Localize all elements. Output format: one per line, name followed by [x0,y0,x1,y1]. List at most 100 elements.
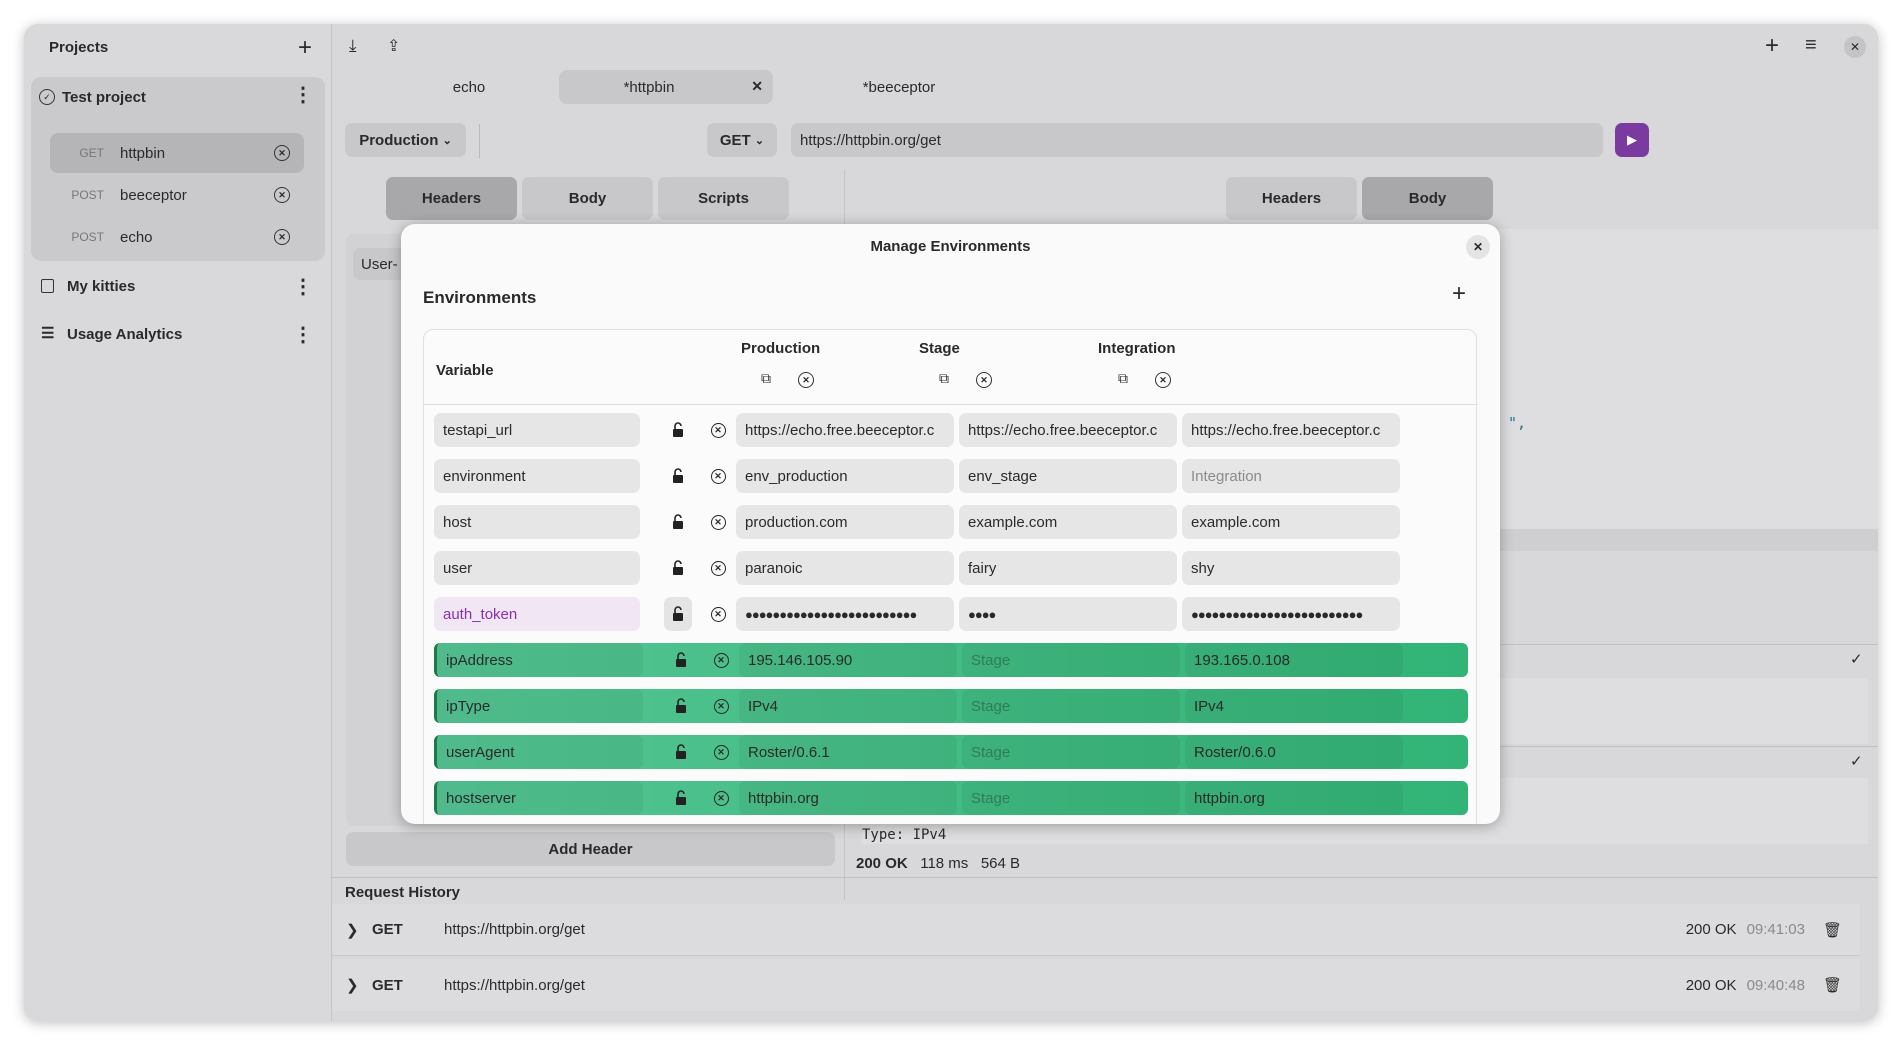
sidebar-request[interactable]: POST beeceptor ✕ [50,175,304,215]
variable-value-input[interactable]: Stage [962,735,1180,769]
remove-request-icon[interactable]: ✕ [274,187,290,203]
tab-scripts[interactable]: Scripts [658,177,789,220]
trash-icon[interactable]: 🗑 [1822,921,1842,939]
lock-icon[interactable] [667,689,695,723]
delete-environment-icon[interactable]: ✕ [798,372,814,388]
variable-value-input[interactable]: 195.146.105.90 [739,643,957,677]
method-select[interactable]: GET ⌄ [707,123,777,157]
duplicate-environment-icon[interactable]: ⧉ [1118,370,1128,386]
trash-icon[interactable]: 🗑 [1822,977,1842,994]
project-name[interactable]: Usage Analytics [67,326,183,343]
delete-variable-icon[interactable]: ✕ [704,597,732,631]
add-environment-icon[interactable]: + [1452,280,1467,307]
variable-value-input[interactable]: https://echo.free.beeceptor.c [959,413,1177,447]
remove-request-icon[interactable]: ✕ [274,145,290,161]
variable-value-input[interactable]: ●●●●●●●●●●●●●●●●●●●●●●●●● [1182,597,1400,631]
variable-value-input[interactable]: https://echo.free.beeceptor.c [1182,413,1400,447]
variable-name-input[interactable]: auth_token [434,597,640,631]
lock-icon[interactable] [667,781,695,815]
close-dialog-icon[interactable]: ✕ [1466,235,1490,259]
add-project-icon[interactable]: + [298,34,313,61]
variable-value-input[interactable]: IPv4 [739,689,957,723]
send-button[interactable]: ▶ [1615,123,1649,157]
remove-request-icon[interactable]: ✕ [274,229,290,245]
delete-variable-icon[interactable]: ✕ [704,459,732,493]
lock-icon[interactable] [667,735,695,769]
close-tab-icon[interactable]: ✕ [751,78,763,94]
variable-value-input[interactable]: https://echo.free.beeceptor.c [736,413,954,447]
delete-variable-icon[interactable]: ✕ [704,413,732,447]
tab-httpbin[interactable]: *httpbin ✕ [559,70,773,104]
sidebar-request[interactable]: GET httpbin ✕ [50,133,304,173]
delete-variable-icon[interactable]: ✕ [707,781,735,815]
variable-value-input[interactable]: Roster/0.6.1 [739,735,957,769]
delete-variable-icon[interactable]: ✕ [704,505,732,539]
variable-value-input[interactable]: httpbin.org [1185,781,1403,815]
more-icon[interactable]: ⋮ [293,84,313,106]
variable-value-input[interactable]: example.com [959,505,1177,539]
more-icon[interactable]: ⋮ [293,324,313,346]
project-name[interactable]: My kitties [67,278,136,295]
lock-icon[interactable] [664,459,692,493]
sidebar-request[interactable]: POST echo ✕ [50,217,304,257]
variable-name-input[interactable]: ipType [437,689,643,723]
variable-name-input[interactable]: ipAddress [437,643,643,677]
delete-environment-icon[interactable]: ✕ [976,372,992,388]
history-item[interactable]: ❯ GET https://httpbin.org/get 200 OK 09:… [332,959,1860,1011]
variable-name-input[interactable]: environment [434,459,640,493]
variable-value-input[interactable]: Integration [1182,459,1400,493]
variable-name-input[interactable]: host [434,505,640,539]
delete-variable-icon[interactable]: ✕ [704,551,732,585]
environment-select[interactable]: Production ⌄ [345,123,466,157]
delete-environment-icon[interactable]: ✕ [1155,372,1171,388]
check-icon[interactable]: ✓ [1850,753,1863,770]
variable-name-input[interactable]: userAgent [437,735,643,769]
variable-value-input[interactable]: IPv4 [1185,689,1403,723]
duplicate-environment-icon[interactable]: ⧉ [761,370,771,386]
duplicate-environment-icon[interactable]: ⧉ [939,370,949,386]
variable-value-input[interactable]: 193.165.0.108 [1185,643,1403,677]
delete-variable-icon[interactable]: ✕ [707,735,735,769]
variable-value-input[interactable]: paranoic [736,551,954,585]
variable-value-input[interactable]: ●●●●●●●●●●●●●●●●●●●●●●●●● [736,597,954,631]
variable-value-input[interactable]: env_stage [959,459,1177,493]
lock-icon[interactable] [664,597,692,631]
tab-beeceptor[interactable]: *beeceptor [862,79,936,96]
variable-name-input[interactable]: user [434,551,640,585]
variable-name-input[interactable]: hostserver [437,781,643,815]
add-header-button[interactable]: Add Header [346,832,835,866]
variable-value-input[interactable]: env_production [736,459,954,493]
url-input[interactable]: https://httpbin.org/get [791,123,1603,157]
history-item[interactable]: ❯ GET https://httpbin.org/get 200 OK 09:… [332,904,1860,956]
export-icon[interactable]: ⇪ [387,38,401,55]
lock-icon[interactable] [664,551,692,585]
new-tab-icon[interactable]: + [1765,32,1780,59]
variable-value-input[interactable]: example.com [1182,505,1400,539]
variable-value-input[interactable]: httpbin.org [739,781,957,815]
variable-value-input[interactable]: Stage [962,689,1180,723]
variable-value-input[interactable]: ●●●● [959,597,1177,631]
variable-value-input[interactable]: Roster/0.6.0 [1185,735,1403,769]
close-window-icon[interactable]: ✕ [1844,36,1866,58]
more-icon[interactable]: ⋮ [293,276,313,298]
variable-value-input[interactable]: shy [1182,551,1400,585]
variable-value-input[interactable]: Stage [962,781,1180,815]
variable-value-input[interactable]: production.com [736,505,954,539]
delete-variable-icon[interactable]: ✕ [707,689,735,723]
chevron-right-icon[interactable]: ❯ [346,977,359,994]
variable-value-input[interactable]: fairy [959,551,1177,585]
chevron-right-icon[interactable]: ❯ [346,921,359,939]
lock-icon[interactable] [664,505,692,539]
tab-body[interactable]: Body [522,177,653,220]
lock-icon[interactable] [667,643,695,677]
lock-icon[interactable] [664,413,692,447]
project-name[interactable]: Test project [62,89,146,106]
check-icon[interactable]: ✓ [1850,651,1863,668]
response-tab-headers[interactable]: Headers [1226,177,1357,220]
tab-echo[interactable]: echo [452,79,486,96]
delete-variable-icon[interactable]: ✕ [707,643,735,677]
menu-icon[interactable]: ≡ [1805,34,1817,56]
tab-headers[interactable]: Headers [386,177,517,220]
variable-name-input[interactable]: testapi_url [434,413,640,447]
import-icon[interactable]: ⤓ [349,36,357,55]
